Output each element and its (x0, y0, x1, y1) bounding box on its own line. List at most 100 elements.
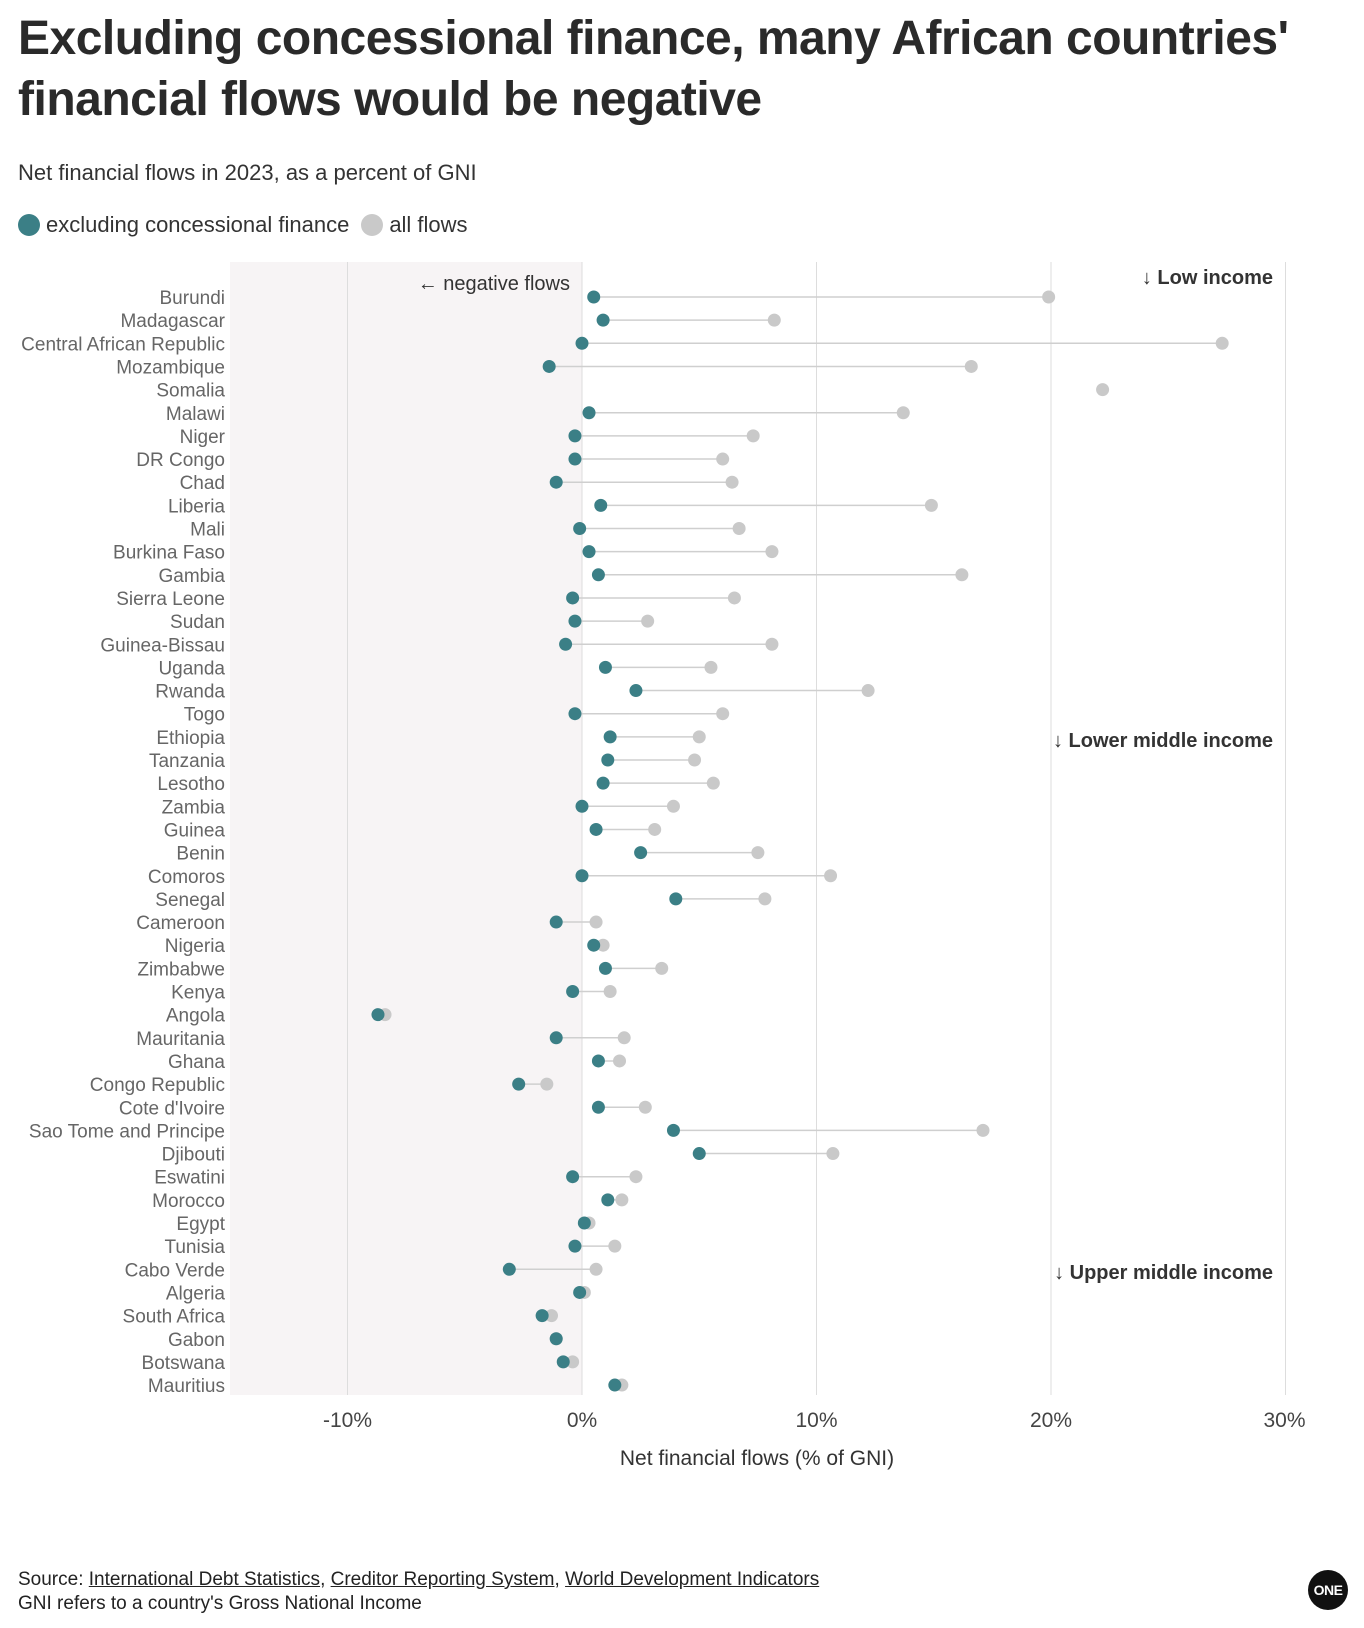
excluding-point (568, 429, 582, 443)
country-label: Benin (176, 844, 225, 865)
country-label: Togo (184, 705, 225, 726)
excluding-point (629, 684, 643, 698)
excluding-point (608, 1378, 622, 1392)
country-label: Malawi (166, 404, 225, 425)
excluding-point (575, 336, 589, 350)
chart-title: Excluding concessional finance, many Afr… (18, 12, 1289, 126)
all-flows-point (615, 1193, 629, 1207)
all-flows-point (666, 799, 680, 813)
excluding-point (587, 290, 601, 304)
x-tick-label: 10% (795, 1409, 837, 1432)
all-flows-point (716, 452, 730, 466)
source-prefix: Source: (18, 1569, 89, 1590)
excluding-point (535, 1309, 549, 1323)
country-label: Zambia (162, 797, 226, 818)
country-label: Cote d'Ivoire (119, 1098, 225, 1119)
country-label: Cabo Verde (125, 1260, 225, 1281)
country-label: Sudan (170, 612, 225, 633)
all-flows-point (765, 637, 779, 651)
excluding-point (587, 938, 601, 952)
excluding-point (601, 753, 615, 767)
excluding-point (596, 776, 610, 790)
all-flows-point (732, 522, 746, 535)
legend-item-all: all flows (361, 212, 468, 238)
excluding-point (371, 1008, 385, 1022)
source-link-crs[interactable]: Creditor Reporting System (330, 1569, 555, 1590)
all-flows-point (648, 822, 662, 836)
excluding-point (598, 961, 612, 975)
excluding-point (575, 799, 589, 813)
excluding-point (669, 892, 683, 906)
country-label: Central African Republic (21, 334, 225, 355)
country-label: Botswana (142, 1353, 226, 1374)
legend: excluding concessional finance all flows (18, 212, 480, 238)
excluding-point (582, 406, 596, 420)
all-flows-point (545, 1309, 559, 1323)
negative-region (230, 262, 582, 1395)
excluding-point (594, 498, 608, 512)
source-sep: , (320, 1569, 331, 1590)
all-flows-point (861, 684, 875, 698)
country-label: Somalia (156, 381, 225, 402)
excluding-point (591, 1100, 605, 1114)
all-flows-point (641, 614, 655, 628)
legend-dot-excluding-icon (18, 214, 40, 236)
all-flows-point (727, 591, 741, 605)
country-label: Liberia (168, 496, 225, 517)
income-group-label: ↓ Upper middle income (1054, 1262, 1273, 1284)
x-axis-label: Net financial flows (% of GNI) (620, 1447, 894, 1470)
one-logo: ONE (1308, 1570, 1348, 1610)
excluding-point (566, 1170, 580, 1184)
excluding-point (556, 1355, 570, 1369)
excluding-point (566, 591, 580, 605)
all-flows-point (955, 568, 969, 582)
excluding-point (575, 869, 589, 883)
chart-subtitle: Net financial flows in 2023, as a percen… (18, 160, 477, 185)
all-flows-point (638, 1100, 652, 1114)
all-flows-point (608, 1239, 622, 1253)
country-label: Algeria (166, 1283, 226, 1304)
excluding-point (549, 915, 563, 929)
country-label: Mauritania (136, 1029, 225, 1050)
country-label: DR Congo (136, 450, 225, 471)
excluding-point (596, 313, 610, 327)
excluding-point (549, 1031, 563, 1045)
country-label: Burundi (160, 288, 226, 309)
excluding-point (568, 452, 582, 466)
country-label: Angola (166, 1006, 226, 1027)
country-label: Mauritius (148, 1376, 225, 1397)
country-label: Senegal (155, 890, 225, 911)
excluding-point (502, 1262, 516, 1276)
source-line: Source: International Debt Statistics, C… (18, 1568, 819, 1592)
all-flows-point (566, 1355, 580, 1369)
excluding-point (512, 1077, 526, 1091)
excluding-point (582, 545, 596, 559)
excluding-point (591, 1054, 605, 1068)
country-label: Gabon (168, 1330, 225, 1351)
country-label: Tanzania (149, 751, 225, 772)
all-flows-point (767, 313, 781, 327)
excluding-point (568, 614, 582, 628)
country-label: Rwanda (155, 682, 225, 703)
country-label: Guinea (164, 820, 226, 841)
excluding-point (542, 359, 556, 373)
all-flows-point (1042, 290, 1056, 304)
country-label: Nigeria (165, 936, 226, 957)
source-link-ids[interactable]: International Debt Statistics (88, 1569, 321, 1590)
legend-label-all: all flows (389, 212, 468, 237)
country-label: Sierra Leone (116, 589, 225, 610)
all-flows-point (824, 869, 838, 883)
excluding-point (598, 660, 612, 674)
all-flows-point (617, 1031, 631, 1045)
country-label: Niger (180, 427, 226, 448)
source-link-wdi[interactable]: World Development Indicators (565, 1569, 820, 1590)
x-tick-label: 30% (1263, 1409, 1305, 1432)
country-label: South Africa (123, 1307, 226, 1328)
country-label: Burkina Faso (113, 543, 225, 564)
country-label: Chad (180, 473, 225, 494)
country-label: Egypt (176, 1214, 225, 1235)
all-flows-point (964, 359, 978, 373)
all-flows-point (716, 707, 730, 721)
x-tick-label: 20% (1030, 1409, 1072, 1432)
excluding-point (589, 822, 603, 836)
